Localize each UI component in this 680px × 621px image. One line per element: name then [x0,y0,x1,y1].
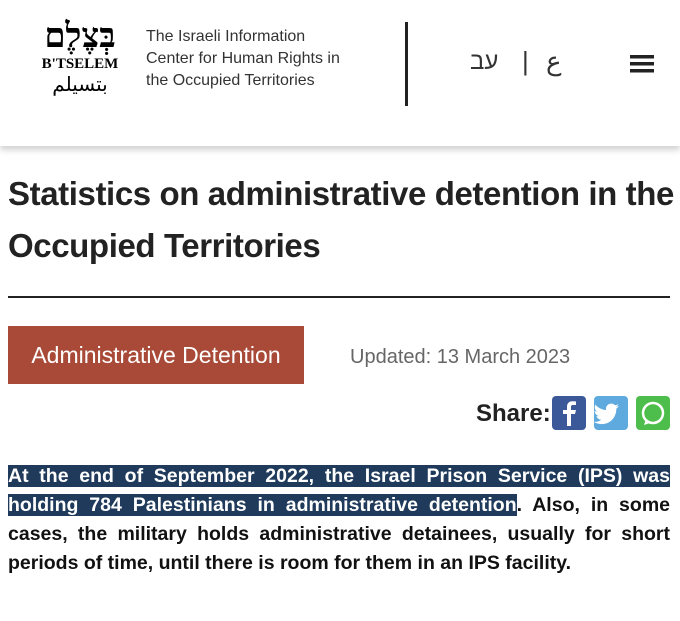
title-rule [8,296,670,298]
logo[interactable]: בְּצֶלֶם B'TSELEM بتسيلم [30,16,130,96]
article-body: At the end of September 2022, the Israel… [8,462,670,578]
whatsapp-share[interactable] [636,396,670,430]
menu-button[interactable] [630,54,654,74]
body-text: . Also, in some cases, the military hold… [8,494,670,574]
divider [405,22,408,106]
logo-arabic: بتسيلم [52,72,108,96]
lang-hebrew[interactable]: עב [470,48,499,75]
lang-arabic[interactable]: ع [546,46,562,76]
share-label: Share: [476,400,551,427]
updated-date: Updated: 13 March 2023 [350,346,571,368]
site-header: בְּצֶלֶם B'TSELEM بتسيلم The Israeli Inf… [0,0,680,146]
logo-latin: B'TSELEM [41,56,119,72]
article-title: Statistics on administrative detention i… [8,175,674,264]
tagline: The Israeli Information Center for Human… [146,28,340,89]
share-icons [552,396,670,430]
lang-separator: | [522,46,529,76]
logo-hebrew: בְּצֶלֶם [44,16,116,56]
facebook-share[interactable] [552,396,586,430]
twitter-share[interactable] [593,396,628,430]
category-tag[interactable]: Administrative Detention [8,326,304,384]
